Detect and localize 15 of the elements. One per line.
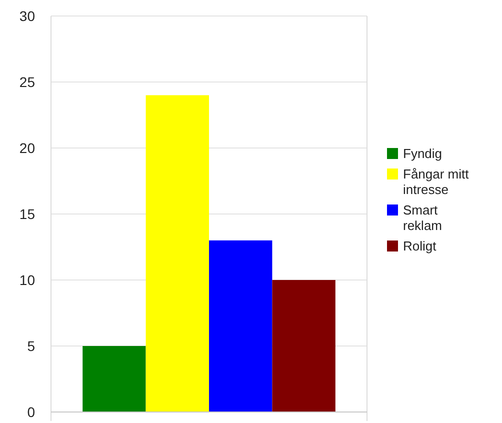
y-tick-label: 30 — [19, 8, 36, 24]
bar — [209, 240, 272, 412]
legend-label: Smart reklam — [403, 202, 442, 233]
y-tick-label: 25 — [19, 74, 36, 90]
y-tick-label: 5 — [27, 338, 36, 354]
legend-label: Fyndig — [403, 146, 442, 161]
y-tick-label: 0 — [27, 404, 36, 420]
y-tick-label: 15 — [19, 206, 36, 222]
bar — [82, 346, 146, 412]
y-tick-label: 20 — [19, 140, 36, 156]
bar — [272, 280, 336, 412]
legend-label: Roligt — [403, 238, 437, 254]
bar — [146, 95, 209, 412]
legend-label: Fångar mitt intresse — [403, 166, 470, 197]
y-tick-label: 10 — [19, 272, 36, 288]
